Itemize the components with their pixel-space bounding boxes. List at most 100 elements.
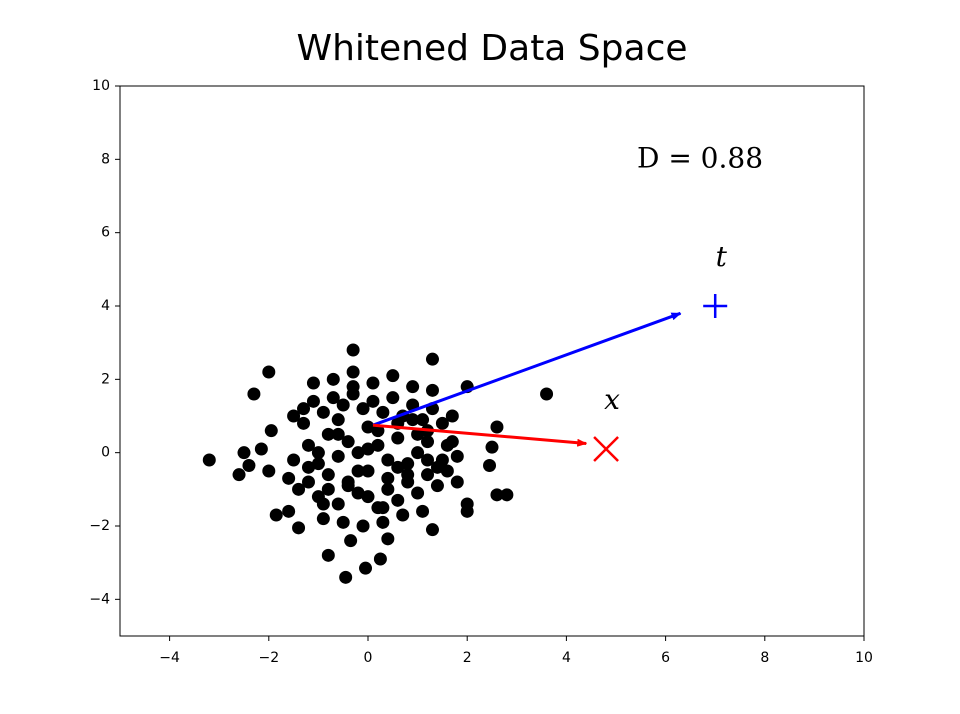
point (341, 435, 355, 449)
point (450, 475, 464, 489)
x-tick-label: 6 (661, 650, 670, 666)
point (247, 387, 261, 401)
point (346, 365, 360, 379)
point (401, 475, 415, 489)
point (356, 402, 370, 416)
point (331, 427, 345, 441)
point (351, 486, 365, 500)
point (287, 453, 301, 467)
point (269, 508, 283, 522)
point (311, 457, 325, 471)
x-tick-label: 2 (463, 650, 472, 666)
point (202, 453, 216, 467)
point (381, 482, 395, 496)
point (316, 405, 330, 419)
point (301, 475, 315, 489)
point (411, 446, 425, 460)
point (485, 440, 499, 454)
point (376, 501, 390, 515)
point (287, 409, 301, 423)
y-tick-label: 6 (101, 225, 110, 241)
point (301, 438, 315, 452)
point (361, 490, 375, 504)
point (386, 369, 400, 383)
marker-label: x (604, 383, 620, 416)
point (282, 471, 296, 485)
x-tick-label: 10 (855, 650, 873, 666)
point (425, 523, 439, 537)
point (421, 435, 435, 449)
x-tick-label: −4 (159, 650, 180, 666)
point (490, 420, 504, 434)
annotation: D = 0.88 (637, 142, 763, 175)
point (366, 376, 380, 390)
point (331, 449, 345, 463)
point (381, 453, 395, 467)
point (381, 532, 395, 546)
point (346, 343, 360, 357)
arrow (372, 423, 588, 447)
point (242, 459, 256, 472)
point (373, 552, 387, 566)
point (450, 449, 464, 463)
y-tick-label: −2 (89, 518, 110, 534)
point (321, 427, 335, 441)
point (376, 405, 390, 419)
point (321, 468, 335, 482)
point (344, 534, 358, 548)
y-tick-label: 4 (101, 298, 110, 314)
point (425, 352, 439, 366)
point (292, 521, 306, 535)
marker-label: t (716, 240, 728, 273)
point (254, 442, 268, 456)
y-tick-label: 8 (101, 151, 110, 167)
point (411, 486, 425, 500)
point (339, 570, 353, 584)
point (411, 427, 425, 441)
point (361, 464, 375, 478)
point (386, 391, 400, 405)
y-tick-label: 2 (101, 371, 110, 387)
point (430, 479, 444, 493)
point (336, 515, 350, 529)
point (490, 488, 504, 502)
plot-frame (119, 85, 865, 637)
marker (593, 436, 619, 462)
point (445, 409, 459, 423)
point (391, 493, 405, 507)
point (331, 413, 345, 427)
x-tick-label: 0 (364, 650, 373, 666)
point (421, 453, 435, 467)
point (361, 442, 375, 456)
x-tick-label: 8 (760, 650, 769, 666)
point (359, 561, 373, 575)
point (381, 471, 395, 485)
point (321, 482, 335, 496)
point (306, 394, 320, 408)
chart-title: Whitened Data Space (296, 28, 687, 69)
point (316, 497, 330, 511)
marker (703, 294, 728, 318)
point (306, 376, 320, 390)
point (262, 464, 276, 478)
point (351, 464, 365, 478)
arrow (372, 311, 682, 427)
point (297, 416, 311, 430)
point (391, 431, 405, 445)
point (440, 464, 454, 478)
point (425, 383, 439, 397)
point (232, 468, 246, 482)
point (326, 372, 340, 386)
y-tick-label: −4 (89, 591, 110, 607)
point (292, 482, 306, 496)
point (336, 398, 350, 412)
point (396, 508, 410, 522)
point (297, 402, 311, 416)
point (540, 387, 554, 401)
point (331, 497, 345, 511)
point (361, 420, 375, 434)
point (416, 504, 430, 518)
point (460, 497, 474, 511)
point (371, 438, 385, 452)
point (316, 512, 330, 526)
